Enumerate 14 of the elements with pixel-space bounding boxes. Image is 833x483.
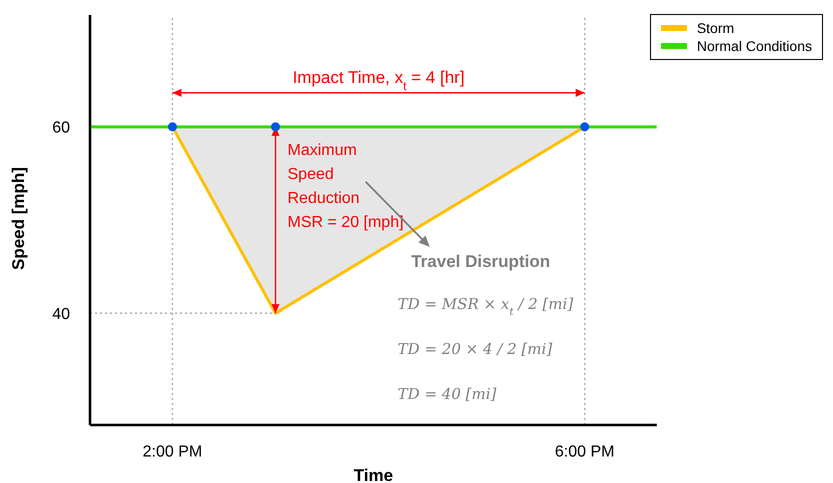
legend-label: Storm [696, 19, 734, 37]
x-tick-label: 2:00 PM [142, 443, 202, 460]
x-tick-label: 6:00 PM [554, 443, 614, 460]
annotation: Maximum Speed Reduction MSR = 20 [mph] [288, 142, 404, 231]
annotation: TD = 20 × 4 / 2 [mi] [398, 340, 552, 358]
annotation: Travel Disruption [411, 252, 550, 271]
annotation: TD = 40 [mi] [398, 384, 497, 403]
x-axis-title: Time [354, 466, 394, 483]
y-tick-label: 60 [52, 120, 70, 136]
y-axis-title: Speed [mph] [9, 167, 28, 270]
legend-label: Normal Conditions [696, 37, 812, 55]
y-tick-label: 40 [52, 306, 70, 323]
annotation: TD = MSR × x$_{t}$ / 2 [mi] [398, 294, 574, 318]
annotation: Impact Time, x$_{t}$ = 4 [hr] [292, 68, 465, 93]
